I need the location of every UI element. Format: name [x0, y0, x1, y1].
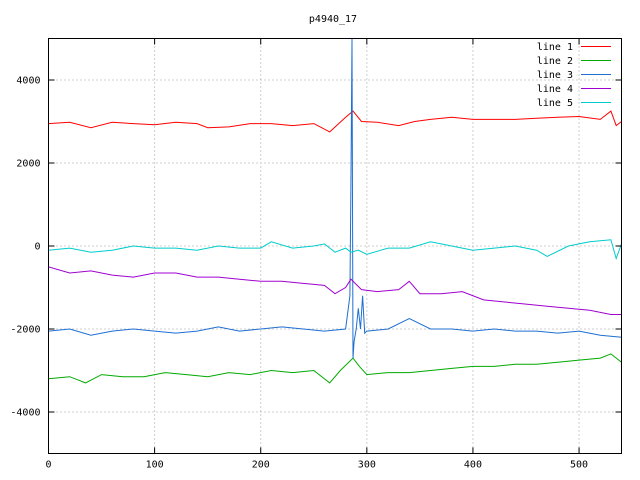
series-line-4	[48, 266, 622, 315]
y-tick-label: 4000	[16, 76, 40, 87]
x-tick-label: 300	[358, 460, 376, 471]
y-tick-label: -4000	[10, 408, 40, 419]
y-tick-label: 2000	[16, 159, 40, 170]
x-tick-label: 500	[570, 460, 588, 471]
y-tick-label: 0	[34, 242, 40, 253]
legend: line 1 line 2 line 3 line 4 line 5	[537, 42, 611, 109]
legend-label: line 3	[537, 70, 573, 81]
series-line-5	[48, 239, 622, 261]
legend-label: line 4	[537, 84, 573, 95]
series-line-2	[48, 353, 622, 384]
legend-label: line 5	[537, 98, 573, 109]
x-tick-label: 0	[45, 460, 51, 471]
series-line-3	[48, 38, 622, 359]
x-tick-label: 100	[146, 460, 164, 471]
series-layer	[48, 38, 622, 384]
x-tick-label: 200	[252, 460, 270, 471]
legend-label: line 2	[537, 56, 573, 67]
ticks: 0 100 200 300 400 500 -4000 -2000 0 2000 4000	[10, 38, 622, 471]
series-line-1	[48, 110, 622, 133]
x-tick-label: 400	[464, 460, 482, 471]
legend-label: line 1	[537, 42, 573, 53]
y-tick-label: -2000	[10, 325, 40, 336]
chart-title: p4940_17	[309, 14, 357, 25]
